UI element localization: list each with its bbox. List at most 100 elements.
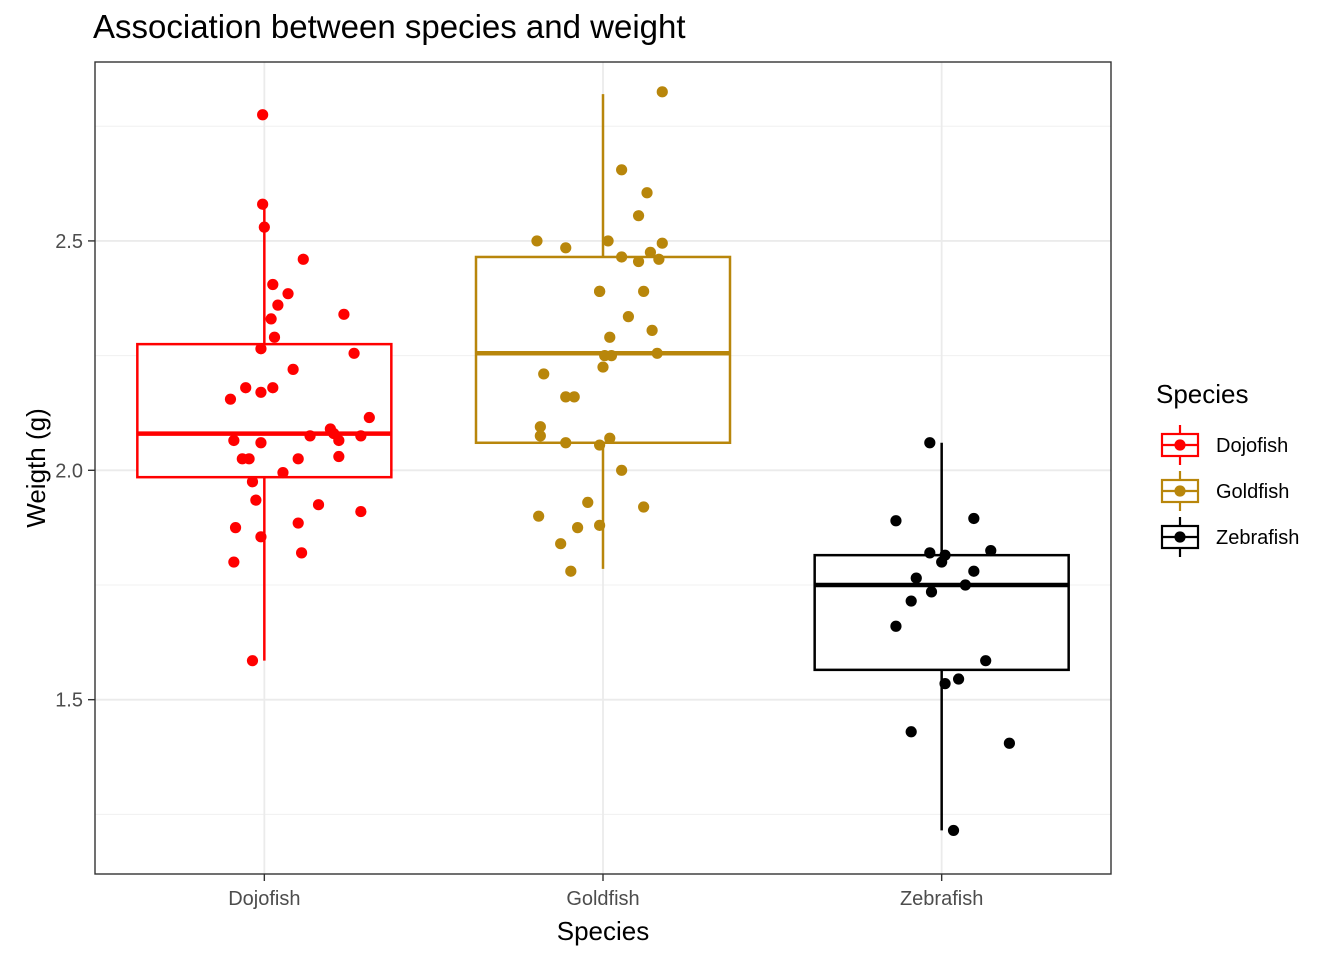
data-point — [243, 453, 255, 465]
data-point — [646, 324, 658, 336]
data-point — [531, 235, 543, 247]
x-tick-label: Goldfish — [566, 888, 639, 910]
data-point — [653, 253, 665, 265]
legend-label: Zebrafish — [1216, 527, 1299, 549]
data-point — [292, 517, 304, 529]
data-point — [355, 505, 367, 518]
data-point — [890, 515, 902, 527]
data-point — [272, 299, 284, 311]
y-tick-label: 1.5 — [55, 690, 83, 712]
data-point — [616, 164, 628, 176]
data-point — [534, 430, 546, 442]
data-point — [333, 450, 345, 463]
data-point — [925, 586, 938, 598]
data-point — [229, 522, 242, 534]
y-tick-label: 2.5 — [55, 231, 83, 253]
y-tick-label: 2.0 — [55, 460, 83, 482]
data-point — [638, 285, 650, 297]
data-point — [594, 285, 606, 297]
legend-title: Species — [1156, 379, 1249, 409]
box-iqr — [136, 342, 393, 479]
data-point — [257, 198, 269, 210]
data-point — [604, 432, 616, 444]
data-point — [560, 437, 572, 449]
data-point — [605, 350, 618, 362]
data-point — [255, 437, 267, 449]
data-point — [348, 347, 360, 359]
data-point — [295, 547, 308, 559]
data-point — [924, 547, 936, 559]
data-point — [905, 595, 917, 607]
boxplot-dojofish — [136, 204, 393, 661]
data-point — [890, 620, 902, 632]
data-point — [959, 579, 971, 591]
data-point — [312, 499, 325, 511]
data-point — [594, 439, 606, 451]
data-point — [572, 522, 584, 534]
data-point — [985, 544, 997, 557]
data-point — [333, 434, 345, 447]
data-point — [597, 361, 609, 373]
data-point — [939, 678, 951, 690]
data-point — [258, 221, 270, 233]
data-point — [651, 347, 663, 359]
x-tick-label: Zebrafish — [900, 888, 983, 910]
data-point — [905, 726, 917, 738]
data-point — [560, 391, 572, 403]
data-point — [968, 565, 980, 577]
data-point — [228, 556, 240, 568]
data-point — [568, 391, 580, 403]
legend-point — [1174, 485, 1186, 497]
data-point — [632, 210, 645, 222]
legend-label: Goldfish — [1216, 481, 1289, 503]
data-point — [656, 86, 668, 98]
data-point — [355, 430, 367, 442]
data-point — [565, 565, 577, 577]
data-point — [656, 237, 668, 249]
data-point — [224, 393, 237, 405]
legend-point — [1174, 531, 1186, 543]
data-point — [287, 363, 299, 375]
data-point — [947, 824, 960, 837]
data-point — [282, 288, 294, 300]
data-point — [641, 187, 653, 199]
data-point — [265, 313, 277, 325]
data-point — [255, 531, 267, 543]
data-point — [277, 466, 289, 479]
data-point — [246, 476, 259, 488]
data-point — [267, 278, 279, 291]
data-point — [939, 549, 951, 561]
x-tick-label: Dojofish — [228, 888, 300, 910]
data-point — [250, 494, 262, 506]
data-point — [555, 538, 567, 550]
data-point — [1003, 737, 1016, 749]
legend-point — [1174, 439, 1186, 451]
boxplot-goldfish — [474, 94, 732, 569]
data-point — [604, 331, 616, 343]
axes: 1.5 2.0 2.5 Dojofish Goldfish Zebrafish — [55, 231, 983, 910]
data-point — [257, 109, 269, 121]
legend: Species Dojofish Goldfish Zebrafish — [1156, 379, 1299, 557]
data-point — [292, 453, 304, 465]
data-point — [246, 655, 259, 667]
data-point — [363, 411, 375, 424]
data-point — [268, 331, 281, 343]
y-axis-title: Weigth (g) — [21, 408, 51, 527]
data-point — [980, 655, 992, 667]
data-point — [338, 308, 350, 320]
data-point — [267, 382, 279, 394]
boxplots — [136, 94, 1070, 831]
data-point — [953, 673, 965, 685]
legend-label: Dojofish — [1216, 435, 1288, 457]
data-point — [968, 512, 980, 525]
boxplot-zebrafish — [813, 442, 1070, 831]
data-point — [622, 311, 635, 323]
data-point — [240, 382, 252, 394]
box-iqr — [474, 255, 732, 445]
legend-key-dojofish — [1160, 425, 1200, 465]
jitter-points — [224, 86, 1016, 837]
data-point — [538, 368, 550, 380]
data-point — [924, 437, 936, 449]
data-point — [255, 343, 267, 355]
data-point — [255, 386, 267, 398]
